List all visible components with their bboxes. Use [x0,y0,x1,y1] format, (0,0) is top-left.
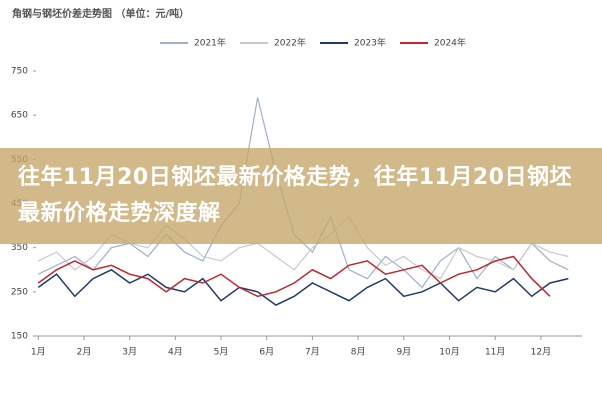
x-tick-label: 2月 [77,347,92,358]
x-tick-label: 11月 [485,347,505,358]
banner: 往年11月20日钢坯最新价格走势，往年11月20日钢坯最新价格走势深度解 [0,148,602,244]
series-line [37,255,551,298]
series-line [37,268,569,306]
x-tick-label: 6月 [259,347,274,358]
x-tick-label: 10月 [439,347,459,358]
y-tick-label: 150 [11,332,28,342]
y-tick-label: 250 [11,287,28,297]
legend-label: 2023年 [354,37,386,49]
legend-label: 2022年 [274,37,306,49]
y-tick-label: 650 [11,111,28,121]
x-tick-label: 7月 [305,347,320,358]
y-tick-label: 750 [11,67,28,77]
legend-label: 2024年 [434,37,466,49]
x-tick-label: 9月 [396,347,411,358]
x-tick-label: 12月 [531,347,551,358]
chart-title: 角钢与钢坯价差走势图 （单位：元/吨） [12,7,189,20]
legend-label: 2021年 [194,37,226,49]
x-tick-label: 3月 [122,347,137,358]
x-tick-label: 4月 [168,347,183,358]
x-tick-label: 5月 [214,347,229,358]
y-tick-label: 350 [11,243,28,253]
x-tick-label: 1月 [31,347,46,358]
x-tick-label: 8月 [351,347,366,358]
